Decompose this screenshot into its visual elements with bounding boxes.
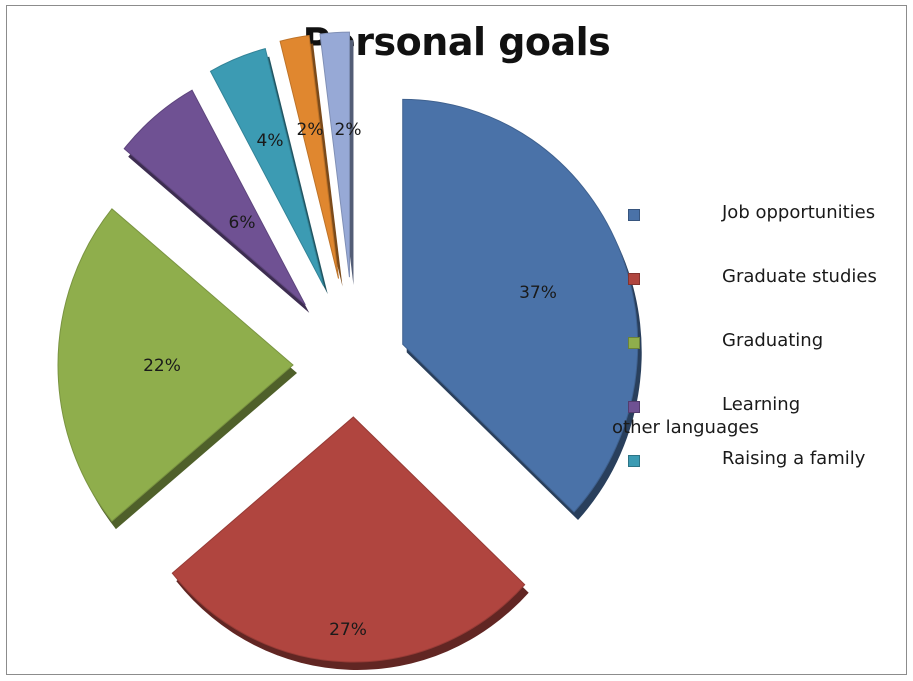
legend-label: Learning other languages: [612, 394, 801, 438]
legend-item-learning-other-languages: Learning other languages: [612, 387, 908, 451]
legend-swatch: [628, 209, 640, 221]
legend-label: Raising a family: [722, 448, 866, 469]
data-label-4: 4%: [257, 131, 284, 151]
legend-swatch: [628, 273, 640, 285]
data-label-1: 27%: [329, 620, 367, 640]
pie-slice-job-opportunities-0: [402, 98, 639, 513]
legend-swatch: [628, 401, 640, 413]
legend-item-graduating: Graduating: [612, 323, 908, 387]
legend-swatch: [628, 455, 640, 467]
legend-swatch: [628, 337, 640, 349]
data-label-6: 2%: [335, 120, 362, 140]
data-label-5: 2%: [297, 120, 324, 140]
legend-item-raising-a-family: Raising a family: [612, 448, 908, 491]
data-label-2: 22%: [143, 356, 181, 376]
pie-slice-graduating-2: [57, 208, 294, 522]
legend-label: Graduate studies: [722, 266, 877, 287]
data-label-0: 37%: [519, 283, 557, 303]
legend-label: Graduating: [722, 330, 824, 351]
data-label-3: 6%: [229, 213, 256, 233]
legend-label: Job opportunities: [722, 202, 876, 223]
pie-slice-learning-other-languages-3: [123, 89, 306, 306]
pie-slice-other-5: [279, 34, 340, 279]
legend-item-graduate-studies: Graduate studies: [612, 259, 908, 323]
pie-slice-graduate-studies-1: [171, 416, 526, 663]
pie-slice-other-6: [319, 31, 350, 278]
chart-title: Personal goals: [302, 20, 611, 64]
pie-slice-raising-a-family-4: [209, 48, 325, 287]
chart-legend: Job opportunities Graduate studies Gradu…: [612, 195, 908, 491]
legend-item-job-opportunities: Job opportunities: [612, 195, 908, 259]
